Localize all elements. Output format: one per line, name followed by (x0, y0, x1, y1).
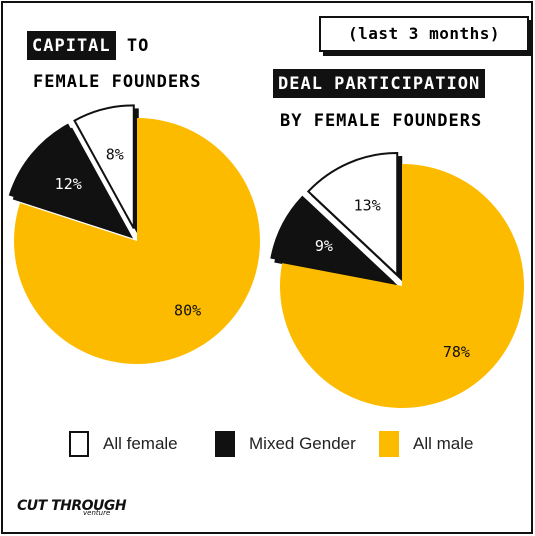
pie2-label-all-male: 78% (443, 343, 470, 361)
period-label: (last 3 months) (319, 16, 529, 52)
chart2-title: DEAL PARTICIPATION (273, 69, 486, 98)
legend-label-all-female: All female (103, 434, 178, 453)
pie-chart-deal-participation: 13% 9% 78% (270, 151, 524, 408)
pie2-slice-all-female (306, 151, 399, 278)
chart2-title-highlight: DEAL PARTICIPATION (273, 69, 486, 98)
legend-swatch-mixed-gender (215, 431, 235, 457)
pie2-slice-mixed-gender (270, 195, 395, 283)
chart1-title-line2: FEMALE FOUNDERS (33, 72, 202, 92)
legend-swatch-all-male (379, 431, 399, 457)
chart1-title-rest: TO (126, 36, 150, 56)
pie2-slice-all-male (279, 164, 524, 408)
logo-sub-text: venture (83, 509, 111, 517)
legend-swatch-all-female (69, 431, 89, 457)
legend-item-all-male: All male (379, 431, 473, 457)
chart1-title: CAPITAL TO (27, 31, 150, 60)
pie1-label-all-male: 80% (174, 302, 201, 320)
pie1-label-all-female: 8% (106, 146, 124, 164)
legend-item-mixed-gender: Mixed Gender (215, 431, 356, 457)
pie1-slice-all-male (13, 118, 260, 364)
chart1-title-highlight: CAPITAL (27, 31, 116, 60)
pie-charts: 8% 12% 80% 13% 9% 78% (8, 104, 524, 408)
legend-label-mixed-gender: Mixed Gender (249, 434, 356, 453)
pie2-label-mixed-gender: 9% (315, 237, 333, 255)
legend-label-all-male: All male (413, 434, 474, 453)
logo-main-text: CUT THROUGH (17, 498, 127, 514)
pie2-label-all-female: 13% (354, 197, 381, 215)
pie1-slice-mixed-gender (8, 123, 130, 235)
pie1-label-mixed-gender: 12% (55, 175, 82, 193)
pie-chart-capital: 8% 12% 80% (8, 104, 260, 364)
legend-item-all-female: All female (69, 431, 178, 457)
pie1-slice-all-female (73, 104, 135, 229)
cut-through-logo: CUT THROUGH venture (17, 497, 127, 517)
legend: All female Mixed Gender All male (3, 431, 535, 465)
chart2-title-line2: BY FEMALE FOUNDERS (280, 111, 483, 131)
